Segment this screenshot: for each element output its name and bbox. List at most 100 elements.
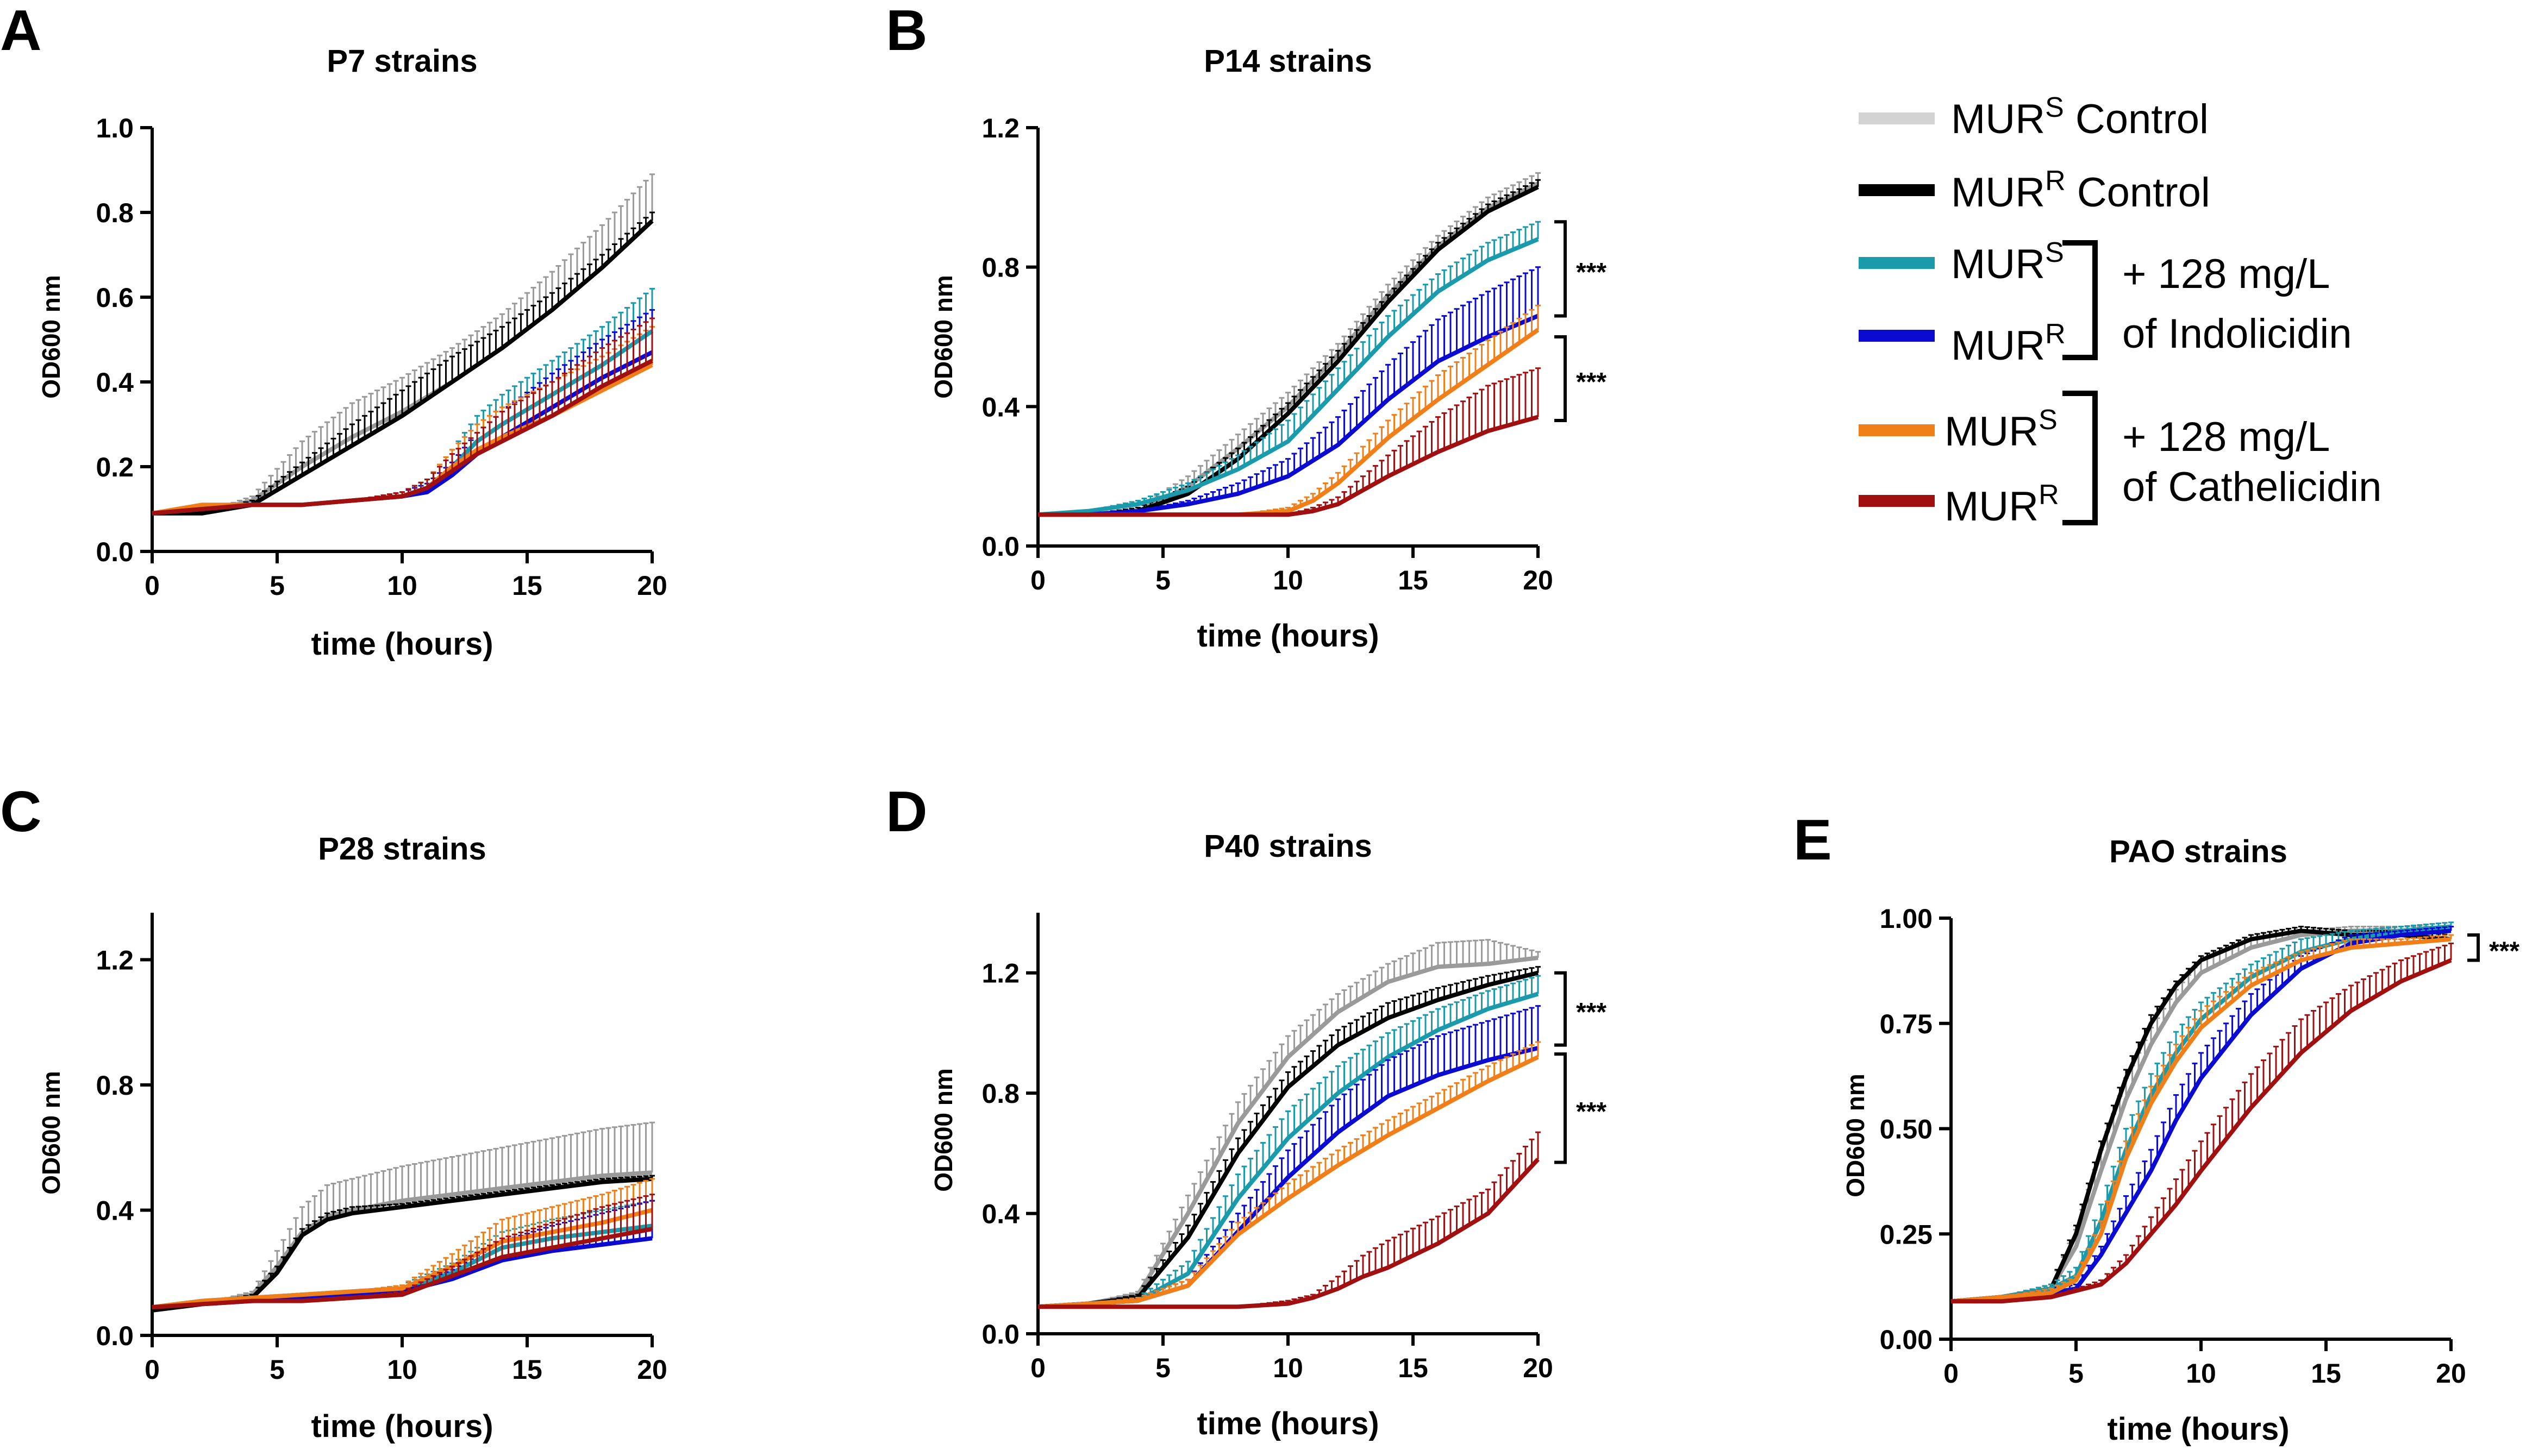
- series-c-0: [152, 1121, 655, 1313]
- series-line: [1951, 958, 2452, 1304]
- panel-title-a: P7 strains: [327, 43, 477, 79]
- legend-item-mur-s-control: MURS Control: [1859, 92, 2209, 142]
- series-b-5: [1038, 367, 1541, 517]
- y-tick-label-c: 0.8: [96, 1070, 134, 1101]
- y-tick-label-a: 0.8: [96, 198, 134, 228]
- y-tick-label-a: 0.2: [96, 452, 134, 482]
- y-tick-label-e: 0.25: [1880, 1219, 1933, 1250]
- y-tick-label-e: 1.00: [1880, 903, 1933, 934]
- series-d-5: [1038, 1131, 1541, 1309]
- series-e-5: [1951, 943, 2454, 1304]
- panel-letter-c: C: [0, 780, 42, 844]
- series-e-0: [1950, 926, 2454, 1304]
- x-axis-label-c: time (hours): [311, 1409, 493, 1444]
- y-axis-label-d: OD600 nm: [929, 1068, 958, 1192]
- significance-label: ***: [1576, 1097, 1606, 1126]
- x-tick-label-b: 10: [1273, 565, 1303, 595]
- y-tick-label-a: 0.6: [96, 283, 134, 313]
- x-tick-label-a: 0: [145, 570, 160, 601]
- y-tick-label-d: 0.4: [981, 1199, 1020, 1229]
- legend-item-mur-r-cathelicidin: MURR: [1859, 479, 2059, 530]
- legend-label-mur-r-cathelicidin: MURR: [1944, 479, 2059, 530]
- plot-area-c: 0.0 0.4 0.8 1.2 0 5 10 15 20: [96, 913, 667, 1385]
- y-axis-label-c: OD600 nm: [37, 1071, 65, 1195]
- plot-area-d: 0.0 0.4 0.8 1.2 0 5 10 15 20 *** ***: [981, 913, 1606, 1383]
- panel-letter-e: E: [1793, 808, 1832, 872]
- x-tick-label-a: 20: [637, 570, 667, 601]
- y-axis-label-b: OD600 nm: [929, 275, 958, 399]
- series-line: [152, 1208, 653, 1310]
- y-tick-label-b: 0.8: [981, 253, 1020, 283]
- x-tick-label-b: 0: [1030, 565, 1046, 595]
- panel-e: E PAO strains time (hours) OD600 nm 0.00…: [1793, 808, 2519, 1447]
- legend-group-indolicidin-line1: + 128 mg/L: [2122, 251, 2330, 297]
- x-tick-label-e: 15: [2311, 1358, 2341, 1389]
- plot-area-e: 0.00 0.25 0.50 0.75 1.00 0 5 10 15 20 ***: [1880, 903, 2520, 1389]
- legend-label-mur-s-indolicidin: MURS: [1951, 237, 2064, 287]
- y-tick-label-d: 0.0: [981, 1319, 1020, 1350]
- y-axis-label-a: OD600 nm: [37, 275, 65, 399]
- significance-bracket: [1554, 1052, 1567, 1164]
- x-tick-label-c: 0: [145, 1354, 160, 1385]
- x-tick-label-a: 15: [512, 570, 542, 601]
- series-line: [152, 1227, 653, 1310]
- series-d-2: [1037, 975, 1541, 1309]
- panel-title-e: PAO strains: [2109, 834, 2287, 869]
- panel-title-c: P28 strains: [318, 831, 486, 867]
- series-line: [1037, 1055, 1539, 1309]
- x-tick-label-d: 0: [1030, 1353, 1046, 1383]
- legend-item-mur-r-control: MURR Control: [1859, 165, 2210, 216]
- x-tick-label-d: 20: [1523, 1353, 1553, 1383]
- panel-a: A P7 strains time (hours) OD600 nm 0.00.…: [0, 0, 667, 662]
- legend-group-cathelicidin-line2: of Cathelicidin: [2122, 464, 2381, 510]
- plot-area-a: 0.0 0.2 0.4 0.6 0.8 1.0 0 5 10 15 20: [96, 113, 667, 601]
- y-axis-label-e: OD600 nm: [1841, 1074, 1870, 1197]
- legend-bracket-indolicidin: [2062, 240, 2098, 360]
- x-tick-label-d: 5: [1155, 1353, 1171, 1383]
- x-tick-label-e: 5: [2068, 1358, 2084, 1389]
- y-tick-label-c: 1.2: [96, 945, 134, 975]
- y-tick-label-e: 0.75: [1880, 1009, 1933, 1039]
- significance-bracket: [2467, 933, 2480, 962]
- x-tick-label-b: 5: [1155, 565, 1171, 595]
- x-tick-label-b: 20: [1523, 565, 1553, 595]
- x-axis-label-b: time (hours): [1197, 618, 1379, 654]
- legend-item-mur-s-cathelicidin: MURS: [1859, 404, 2058, 455]
- y-tick-label-a: 0.0: [96, 537, 134, 567]
- panel-d: D P40 strains time (hours) OD600 nm 0.00…: [886, 780, 1606, 1441]
- series-e-4: [1950, 934, 2454, 1304]
- legend-label-mur-s-control: MURS Control: [1951, 92, 2209, 142]
- x-tick-label-c: 15: [512, 1354, 542, 1385]
- y-tick-label-b: 0.0: [981, 531, 1020, 562]
- x-tick-label-d: 10: [1273, 1353, 1303, 1383]
- series-line: [1038, 415, 1539, 517]
- x-axis-label-e: time (hours): [2107, 1411, 2289, 1447]
- series-e-3: [1950, 926, 2454, 1304]
- y-tick-label-b: 1.2: [981, 113, 1020, 143]
- x-tick-label-c: 20: [637, 1354, 667, 1385]
- significance-bracket: [1554, 971, 1567, 1047]
- significance-label: ***: [1576, 368, 1606, 397]
- series-e-1: [1950, 926, 2454, 1304]
- y-tick-label-c: 0.0: [96, 1321, 134, 1351]
- legend-group-cathelicidin-line1: + 128 mg/L: [2122, 414, 2330, 460]
- series-b-2: [1037, 221, 1541, 517]
- x-tick-label-a: 5: [270, 570, 285, 601]
- series-d-4: [1037, 1041, 1541, 1309]
- series-a-4: [152, 326, 655, 516]
- y-tick-label-a: 0.4: [96, 367, 134, 398]
- series-a-5: [152, 317, 655, 516]
- y-tick-label-e: 0.00: [1880, 1325, 1933, 1355]
- series-d-3: [1037, 1005, 1541, 1309]
- series-line: [1038, 313, 1539, 517]
- panel-letter-b: B: [886, 0, 928, 62]
- legend-label-mur-s-cathelicidin: MURS: [1944, 404, 2058, 455]
- y-tick-label-d: 0.8: [981, 1078, 1020, 1109]
- plot-area-b: 0.0 0.4 0.8 1.2 0 5 10 15 20 *** ***: [981, 113, 1606, 595]
- legend-item-mur-r-indolicidin: MURR: [1859, 318, 2066, 369]
- x-tick-label-e: 10: [2186, 1358, 2216, 1389]
- significance-bracket: [1554, 335, 1567, 422]
- panel-letter-a: A: [0, 0, 42, 62]
- legend-item-mur-s-indolicidin: MURS: [1859, 237, 2064, 287]
